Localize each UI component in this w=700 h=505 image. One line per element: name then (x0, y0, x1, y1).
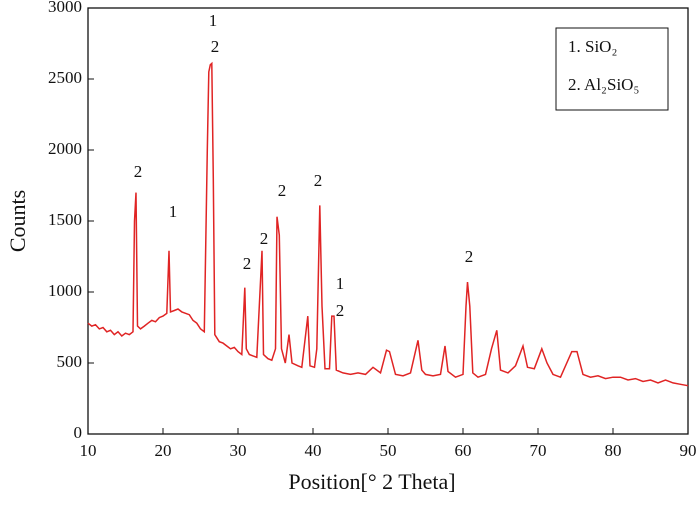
peak-label: 2 (465, 247, 474, 266)
x-tick-label: 40 (305, 441, 322, 460)
x-tick-label: 30 (230, 441, 247, 460)
peak-label: 2 (314, 171, 323, 190)
peak-label: 2 (243, 254, 252, 273)
peak-label: 1 (209, 11, 218, 30)
y-tick-label: 2000 (48, 139, 82, 158)
y-axis-label: Counts (5, 190, 30, 252)
x-tick-label: 20 (155, 441, 172, 460)
y-tick-label: 500 (57, 352, 83, 371)
y-tick-label: 2500 (48, 68, 82, 87)
x-tick-label: 90 (680, 441, 697, 460)
xrd-line (87, 61, 689, 387)
legend-box (555, 27, 669, 111)
x-tick-label: 80 (605, 441, 622, 460)
x-axis-label: Position[° 2 Theta] (288, 469, 455, 494)
y-tick-label: 3000 (48, 0, 82, 16)
peak-label: 2 (336, 301, 345, 320)
peak-label: 2 (211, 37, 220, 56)
legend-entry: 2. Al₂SiO₅ (568, 75, 639, 94)
x-tick-label: 60 (455, 441, 472, 460)
peak-label: 2 (260, 229, 269, 248)
y-tick-label: 1000 (48, 281, 82, 300)
x-tick-label: 70 (530, 441, 547, 460)
x-tick-label: 10 (80, 441, 97, 460)
peak-label: 1 (336, 274, 345, 293)
peak-label: 2 (134, 162, 143, 181)
y-tick-label: 0 (74, 423, 83, 442)
legend-entry: 1. SiO₂ (568, 37, 617, 56)
peak-label: 1 (169, 202, 178, 221)
x-tick-label: 50 (380, 441, 397, 460)
y-tick-label: 1500 (48, 210, 82, 229)
peak-label: 2 (278, 181, 287, 200)
